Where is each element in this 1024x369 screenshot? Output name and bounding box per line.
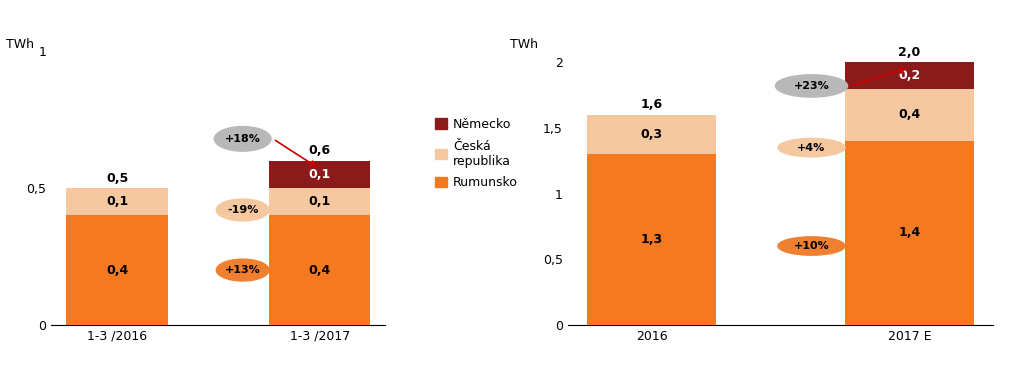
Text: 0,3: 0,3 [641,128,663,141]
Legend: Německo, Česká
republika, Rumunsko: Německo, Česká republika, Rumunsko [435,118,518,189]
Text: 0,5: 0,5 [105,172,128,184]
Text: 0,4: 0,4 [898,108,921,121]
Text: 1,6: 1,6 [641,98,663,111]
Bar [845,141,974,325]
Text: +18%: +18% [224,134,260,144]
Bar [269,215,371,325]
Text: 0,6: 0,6 [308,144,331,157]
Ellipse shape [216,199,269,221]
Bar [845,89,974,141]
Text: 1,3: 1,3 [641,233,663,246]
Bar [845,62,974,89]
Text: +13%: +13% [225,265,260,275]
Text: 0,4: 0,4 [105,263,128,276]
Bar [269,188,371,215]
Text: +23%: +23% [794,81,829,91]
Ellipse shape [778,138,845,157]
Text: TWh: TWh [5,38,34,51]
Bar [67,215,168,325]
Ellipse shape [778,237,845,255]
Bar [67,188,168,215]
Text: 0,2: 0,2 [898,69,921,82]
Bar [587,154,716,325]
Text: 0,4: 0,4 [308,263,331,276]
Text: +4%: +4% [798,142,825,153]
Text: 0,1: 0,1 [308,168,331,181]
Bar [587,115,716,154]
Text: -19%: -19% [227,205,258,215]
Text: 1,4: 1,4 [898,226,921,239]
Ellipse shape [216,259,269,281]
Text: 0,1: 0,1 [308,195,331,208]
Ellipse shape [775,75,848,97]
Ellipse shape [214,127,271,151]
Bar [269,161,371,188]
Text: 2,0: 2,0 [898,46,921,59]
Text: +10%: +10% [794,241,829,251]
Text: TWh: TWh [510,38,538,51]
Text: 0,1: 0,1 [105,195,128,208]
